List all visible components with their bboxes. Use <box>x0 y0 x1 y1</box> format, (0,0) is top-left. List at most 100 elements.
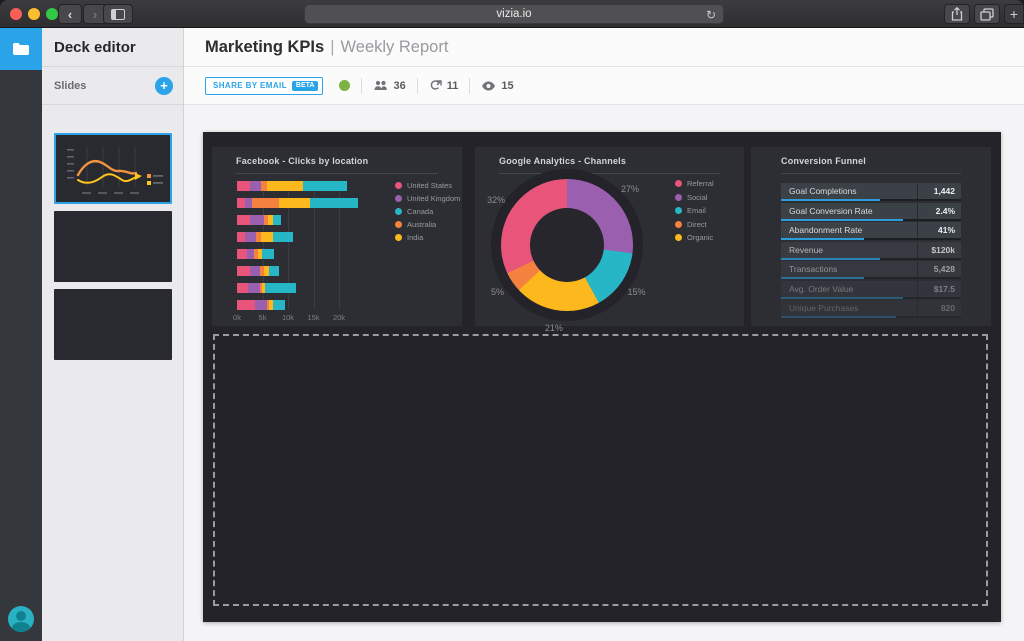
funnel-bar <box>781 218 904 221</box>
address-bar[interactable]: vizia.io ↻ <box>304 4 724 24</box>
bar-segment <box>261 283 265 293</box>
funnel-bar-track <box>781 296 961 299</box>
panel-title: Google Analytics - Channels <box>499 156 720 174</box>
legend-item: India <box>395 231 460 244</box>
facebook-clicks-panel: Facebook - Clicks by location 0k 5k 10k 15k… <box>212 147 462 326</box>
funnel-row: Abandonment Rate 41% <box>781 222 961 240</box>
folder-icon <box>13 43 29 55</box>
deck-panel-title: Deck editor <box>42 28 183 67</box>
funnel-bar <box>781 277 864 279</box>
legend-item: Organic <box>675 231 714 245</box>
slide-thumbnail-3[interactable] <box>54 289 172 360</box>
funnel-bar <box>781 316 897 318</box>
new-tab-button[interactable]: + <box>1004 4 1024 24</box>
funnel-row: Avg. Order Value $17.5 <box>781 280 961 299</box>
bar-segment <box>237 300 255 310</box>
funnel-rows: Goal Completions 1,442 Goal Conversion Rat… <box>781 183 961 320</box>
slide-thumbnails <box>42 105 183 360</box>
legend-dot <box>395 195 402 202</box>
tab-overview-button[interactable] <box>974 4 1000 24</box>
slides-label: Slides <box>54 79 87 92</box>
sidebar-icon <box>111 8 125 20</box>
bar-segment <box>272 232 294 242</box>
bar-segment <box>268 215 273 225</box>
beta-badge: BETA <box>291 80 319 91</box>
empty-widget-dropzone[interactable] <box>213 334 988 606</box>
funnel-metric-label: Goal Conversion Rate <box>789 205 873 216</box>
bar-row <box>237 198 359 208</box>
plus-icon: + <box>1009 6 1019 22</box>
close-window-button[interactable] <box>10 8 22 20</box>
bar-row <box>237 249 275 259</box>
bar-segment <box>259 266 264 276</box>
funnel-row: Unique Purchases 820 <box>781 300 961 318</box>
bar-segment <box>237 283 249 293</box>
back-button[interactable]: ‹ <box>58 4 82 24</box>
bar-segment <box>264 283 297 293</box>
legend-label: United States <box>407 181 453 190</box>
legend-item: Direct <box>675 218 714 232</box>
conversion-funnel-panel: Conversion Funnel Goal Completions 1,442 G… <box>751 147 991 326</box>
minimize-window-button[interactable] <box>28 8 40 20</box>
legend-dot <box>675 234 682 242</box>
legend-label: Direct <box>687 219 707 229</box>
bar-segment <box>237 232 246 242</box>
legend-label: Email <box>687 206 706 216</box>
share-by-email-button[interactable]: SHARE BY EMAIL BETA <box>205 76 324 95</box>
legend-item: Referral <box>675 177 714 191</box>
legend-label: Referral <box>687 179 714 189</box>
bar-segment <box>269 266 280 276</box>
funnel-metric-label: Revenue <box>789 244 824 255</box>
slides-section-header: Slides + <box>42 67 183 105</box>
slice-percent-label: 15% <box>627 287 646 298</box>
funnel-bar <box>781 296 904 299</box>
toolbar-divider <box>361 77 363 94</box>
bar-segment <box>253 249 258 259</box>
zoom-window-button[interactable] <box>46 8 58 20</box>
funnel-metric-value: 1,442 <box>917 183 961 199</box>
add-slide-button[interactable]: + <box>155 76 173 95</box>
deck-panel: Deck editor Slides + <box>42 28 184 641</box>
bar-segment <box>237 181 250 191</box>
funnel-metric-label: Avg. Order Value <box>789 283 854 294</box>
nav-rail <box>0 28 42 641</box>
slide-thumbnail-2[interactable] <box>54 211 172 282</box>
funnel-row: Goal Completions 1,442 <box>781 183 961 201</box>
legend-dot <box>395 182 402 189</box>
bar-segment <box>273 300 286 310</box>
bar-segment <box>260 181 267 191</box>
legend-dot <box>395 208 402 215</box>
bar-segment <box>303 181 347 191</box>
rail-item-decks[interactable] <box>0 28 42 70</box>
user-avatar[interactable] <box>8 606 34 632</box>
chevron-right-icon: › <box>92 6 98 22</box>
slide-thumbnail-1-selected[interactable] <box>54 133 172 204</box>
channels-panel: Google Analytics - Channels 27% 15% 21% 5% 3… <box>475 147 744 333</box>
bar-segment <box>252 198 279 208</box>
app-frame: Deck editor Slides + <box>0 28 1024 641</box>
bar-segment <box>244 198 253 208</box>
funnel-metric-value: $17.5 <box>917 280 961 297</box>
slide-canvas[interactable]: Facebook - Clicks by location 0k 5k 10k 15k… <box>203 132 1001 622</box>
toolbar-divider <box>416 77 418 94</box>
bar-segment <box>248 283 260 293</box>
reload-icon[interactable]: ↻ <box>705 8 716 22</box>
bar-segment <box>263 266 270 276</box>
legend-label: Social <box>687 192 708 202</box>
bar-segment <box>249 215 264 225</box>
facebook-plot: 0k 5k 10k 15k 20k <box>233 181 399 322</box>
bar-segment <box>269 300 274 310</box>
funnel-bar <box>781 199 880 201</box>
bar-segment <box>237 249 248 259</box>
bar-segment <box>247 249 254 259</box>
bar-row <box>237 266 280 276</box>
bar-row <box>237 215 282 225</box>
bar-segment <box>272 215 282 225</box>
legend-item: Social <box>675 191 714 205</box>
sidebar-toggle-button[interactable] <box>103 4 133 24</box>
donut <box>501 179 633 311</box>
bar-row <box>237 300 286 310</box>
legend-label: United Kingdom <box>407 194 461 203</box>
funnel-bar <box>781 238 864 240</box>
share-page-button[interactable] <box>944 4 970 24</box>
